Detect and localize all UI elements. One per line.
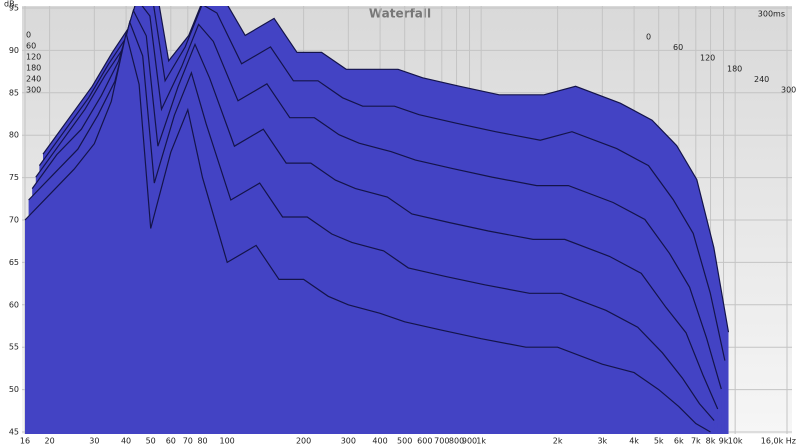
x-tick-label: 16,0k Hz [761, 437, 796, 446]
x-tick-label: 9k [719, 437, 729, 446]
slice-line [24, 33, 711, 433]
depth-tick-label: 0 [26, 31, 31, 40]
x-tick-label: 40 [121, 437, 131, 446]
y-tick-label: 90 [9, 46, 19, 55]
y-tick-label: 60 [9, 300, 19, 309]
slice-area [25, 33, 711, 434]
slices [24, 6, 730, 434]
x-tick-label: 3k [597, 437, 607, 446]
x-tick-label: 200 [296, 437, 311, 446]
x-tick-label: 4k [629, 437, 639, 446]
x-tick-label: 7k [691, 437, 701, 446]
depth-tick-label: 180 [26, 64, 41, 73]
y-tick-label: 50 [9, 385, 19, 394]
x-tick-label: 60 [166, 437, 176, 446]
y-tick-label: 85 [9, 88, 19, 97]
y-tick-label: 55 [9, 343, 19, 352]
y-tick-label: 75 [9, 173, 19, 182]
x-tick-label: 30 [89, 437, 99, 446]
x-tick-label: 600 [417, 437, 432, 446]
depth-tick-label: 180 [727, 64, 742, 73]
x-tick-label: 2k [553, 437, 563, 446]
y-tick-label: 65 [9, 258, 19, 267]
y-tick-label: 95 [9, 4, 19, 13]
x-tick-label: 50 [146, 437, 156, 446]
labels: 45 50 55 60 65 70 75 80 85 90 95 16 20 30 40 50 60 70 80 10… [9, 4, 796, 446]
x-tick-label: 16 [20, 437, 30, 446]
depth-tick-label: 300 [781, 86, 796, 95]
depth-tick-label: 240 [754, 75, 769, 84]
x-tick-label: 1k [476, 437, 486, 446]
x-tick-label: 5k [654, 437, 664, 446]
depth-tick-label: 120 [700, 54, 715, 63]
depth-tick-label: 60 [673, 43, 683, 52]
x-tick-label: 70 [183, 437, 193, 446]
depth-tick-label: 0 [646, 33, 651, 42]
depth-tick-label: 300 [26, 86, 41, 95]
depth-tick-label: 240 [26, 75, 41, 84]
x-tick-label: 100 [220, 437, 235, 446]
y-axis-label: dB [4, 0, 15, 9]
x-tick-label: 800 [449, 437, 464, 446]
x-tick-label: 80 [197, 437, 207, 446]
y-tick-label: 70 [9, 216, 19, 225]
time-span-label: 300ms [758, 10, 785, 19]
x-tick-label: 20 [45, 437, 55, 446]
y-tick-label: 45 [9, 428, 19, 437]
slice-line [42, 6, 730, 333]
x-tick-label: 900 [462, 437, 477, 446]
depth-tick-label: 60 [26, 42, 36, 51]
x-tick-label: 400 [372, 437, 387, 446]
x-tick-label: 6k [674, 437, 684, 446]
x-tick-label: 300 [341, 437, 356, 446]
depth-tick-label: 120 [26, 53, 41, 62]
x-tick-label: 10k [728, 437, 743, 446]
x-tick-label: 8k [706, 437, 716, 446]
x-tick-label: 700 [434, 437, 449, 446]
y-tick-label: 80 [9, 131, 19, 140]
x-tick-label: 500 [397, 437, 412, 446]
chart-title: Waterfall [369, 7, 431, 21]
